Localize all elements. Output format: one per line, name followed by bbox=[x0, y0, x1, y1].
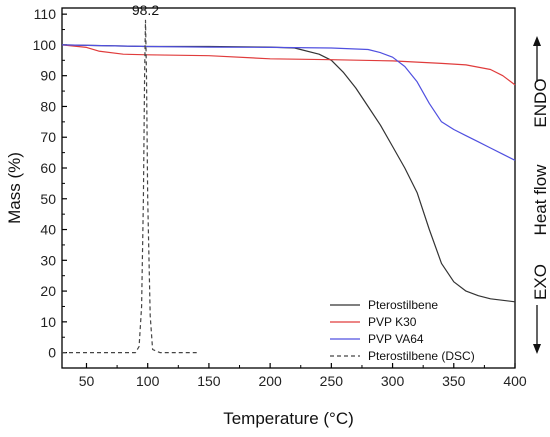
x-tick-label: 150 bbox=[197, 373, 221, 389]
y-tick-label: 110 bbox=[34, 6, 57, 22]
y-tick-label: 70 bbox=[40, 129, 56, 145]
series-line-4 bbox=[62, 19, 197, 354]
heat-flow-axis-label: ENDO Heat flow EXO bbox=[531, 36, 550, 354]
dsc-peak-annotation: 98.2 bbox=[132, 2, 159, 18]
y-tick-label: 50 bbox=[40, 191, 56, 207]
x-axis-ticks: 50 100 150 200 250 300 350 400 bbox=[79, 363, 527, 389]
x-tick-label: 50 bbox=[79, 373, 95, 389]
exo-label: EXO bbox=[531, 264, 550, 300]
y-tick-label: 20 bbox=[40, 283, 56, 299]
y-axis-title: Mass (%) bbox=[5, 152, 24, 224]
x-tick-label: 400 bbox=[503, 373, 527, 389]
y-tick-label: 100 bbox=[33, 37, 57, 53]
x-tick-label: 200 bbox=[258, 373, 282, 389]
arrow-up-head-icon bbox=[533, 36, 541, 46]
plot-frame bbox=[61, 7, 516, 369]
arrow-down-head-icon bbox=[533, 344, 541, 354]
x-tick-label: 100 bbox=[136, 373, 160, 389]
series-line-2 bbox=[61, 44, 516, 86]
y-tick-label: 80 bbox=[40, 98, 56, 114]
y-axis-ticks: 0 10 20 30 40 50 60 70 80 90 100 110 bbox=[33, 6, 67, 361]
y-tick-label: 60 bbox=[40, 160, 56, 176]
legend-label: Pterostilbene bbox=[368, 298, 438, 312]
x-tick-label: 300 bbox=[381, 373, 405, 389]
series-line-1 bbox=[61, 44, 516, 303]
y-tick-label: 40 bbox=[40, 222, 56, 238]
y-tick-label: 0 bbox=[48, 345, 56, 361]
x-axis-title: Temperature (°C) bbox=[223, 409, 354, 428]
endo-label: ENDO bbox=[531, 78, 550, 127]
series-line-3 bbox=[61, 44, 516, 161]
y-tick-label: 90 bbox=[40, 68, 56, 84]
y-tick-label: 30 bbox=[40, 252, 56, 268]
legend: Pterostilbene PVP K30 PVP VA64 Pterostilben… bbox=[330, 298, 475, 363]
legend-label: Pterostilbene (DSC) bbox=[368, 349, 475, 363]
heat-flow-label: Heat flow bbox=[531, 164, 550, 236]
series-layer bbox=[61, 19, 516, 354]
legend-label: PVP K30 bbox=[368, 315, 417, 329]
x-tick-label: 350 bbox=[442, 373, 466, 389]
legend-label: PVP VA64 bbox=[368, 332, 424, 346]
y-tick-label: 10 bbox=[40, 314, 56, 330]
x-tick-label: 250 bbox=[320, 373, 344, 389]
